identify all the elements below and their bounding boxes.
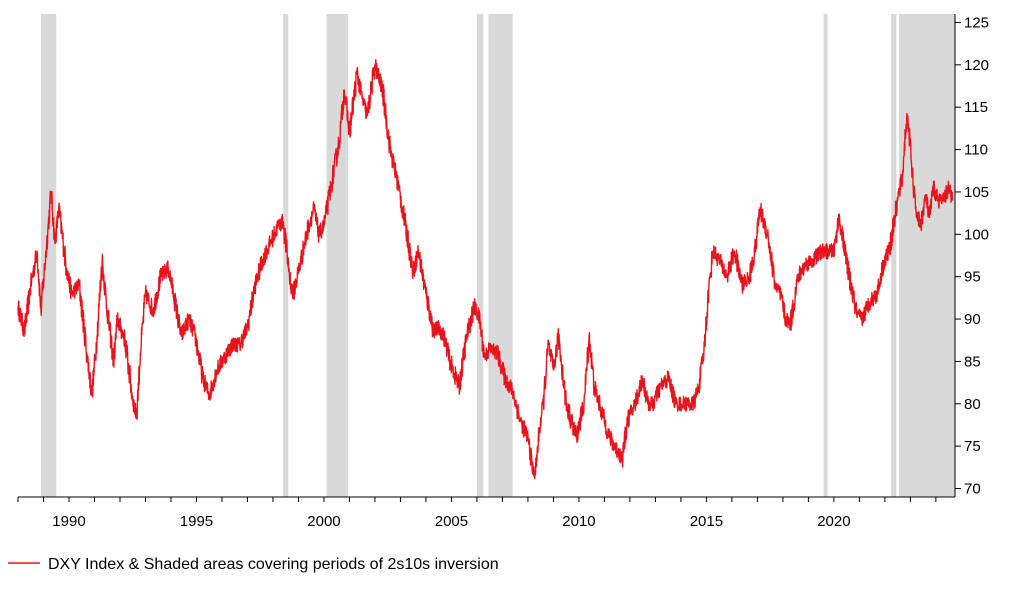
x-tick-label: 1995	[180, 513, 213, 530]
y-tick-label: 105	[964, 184, 989, 201]
y-tick-label: 75	[964, 438, 981, 455]
axes: 1990 1995 2000 2005 2010 2015 2020 70 75 80 85 90 95…	[17, 14, 989, 530]
y-tick-label: 120	[964, 57, 989, 74]
y-tick-label: 95	[964, 269, 981, 286]
y-tick-label: 70	[964, 481, 981, 498]
x-tick-label: 1990	[52, 513, 85, 530]
x-tick-label: 2010	[562, 513, 595, 530]
y-tick-label: 85	[964, 353, 981, 370]
legend-entry-label: DXY Index & Shaded areas covering period…	[48, 556, 499, 573]
series-layer	[17, 59, 954, 480]
shaded-period-1	[283, 14, 289, 497]
shaded-period-0	[40, 14, 57, 497]
x-tick-label: 2020	[817, 513, 850, 530]
shaded-period-4	[488, 14, 513, 497]
legend: DXY Index & Shaded areas covering period…	[8, 556, 499, 573]
x-tick-label: 2000	[307, 513, 340, 530]
x-tick-label: 2005	[435, 513, 468, 530]
shaded-period-7	[898, 14, 955, 497]
shaded-period-3	[476, 14, 484, 497]
y-tick-label: 100	[964, 226, 989, 243]
series-line-dxy	[17, 59, 954, 480]
y-tick-label: 110	[964, 142, 988, 159]
shaded-inversion-periods	[40, 14, 955, 497]
shaded-period-2	[326, 14, 349, 497]
y-tick-label: 90	[964, 311, 981, 328]
x-tick-label: 2015	[690, 513, 723, 530]
y-tick-label: 125	[964, 14, 989, 31]
y-tick-label: 80	[964, 396, 981, 413]
shaded-period-6	[891, 14, 897, 497]
y-tick-label: 115	[964, 99, 988, 116]
